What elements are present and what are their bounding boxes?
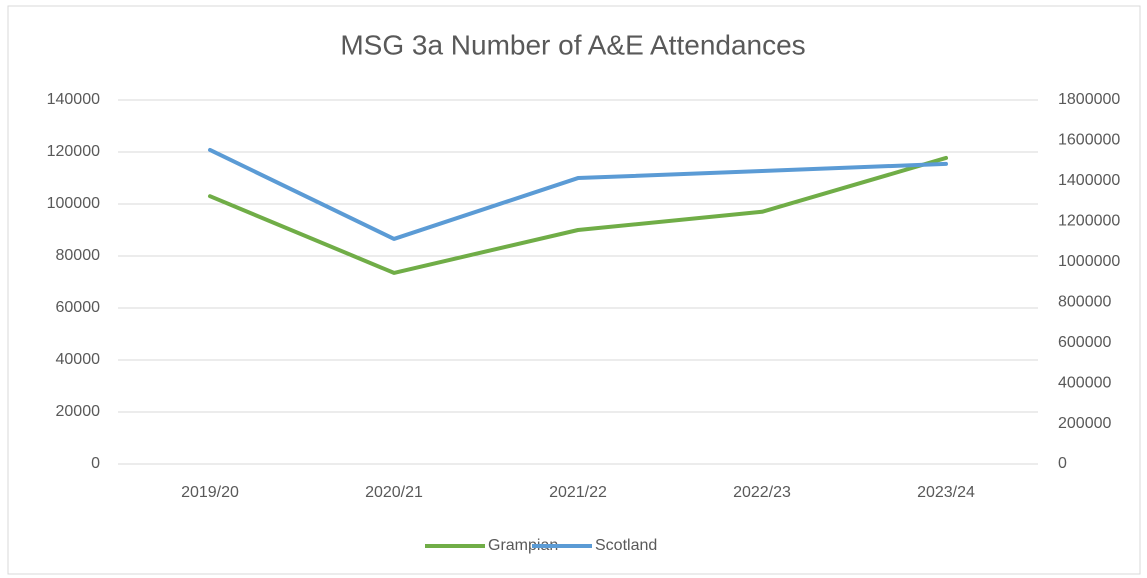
y2-tick-label: 1600000 bbox=[1058, 132, 1120, 149]
y-tick-label: 40000 bbox=[56, 351, 101, 368]
y2-tick-label: 600000 bbox=[1058, 334, 1111, 351]
y2-tick-label: 800000 bbox=[1058, 293, 1111, 310]
legend-label: Grampian bbox=[488, 537, 558, 554]
y2-tick-label: 0 bbox=[1058, 455, 1067, 472]
y2-tick-label: 1800000 bbox=[1058, 91, 1120, 108]
x-tick-label: 2020/21 bbox=[365, 484, 423, 501]
y-tick-label: 100000 bbox=[47, 195, 100, 212]
x-tick-label: 2019/20 bbox=[181, 484, 239, 501]
y2-tick-label: 400000 bbox=[1058, 374, 1111, 391]
y-tick-label: 80000 bbox=[56, 247, 101, 264]
y2-tick-label: 1000000 bbox=[1058, 253, 1120, 270]
y2-tick-label: 1400000 bbox=[1058, 172, 1120, 189]
legend-label: Scotland bbox=[595, 537, 657, 554]
y-tick-label: 20000 bbox=[56, 403, 101, 420]
line-series bbox=[208, 155, 948, 275]
y-tick-label: 120000 bbox=[47, 143, 100, 160]
x-tick-label: 2021/22 bbox=[549, 484, 607, 501]
line-series bbox=[208, 147, 948, 241]
x-tick-label: 2022/23 bbox=[733, 484, 791, 501]
chart-title: MSG 3a Number of A&E Attendances bbox=[340, 29, 805, 60]
y2-tick-label: 1200000 bbox=[1058, 213, 1120, 230]
chart-frame bbox=[7, 5, 1141, 575]
y2-tick-label: 200000 bbox=[1058, 415, 1111, 432]
x-tick-label: 2023/24 bbox=[917, 484, 975, 501]
y-tick-label: 60000 bbox=[56, 299, 101, 316]
y-tick-label: 140000 bbox=[47, 91, 100, 108]
y-tick-label: 0 bbox=[91, 455, 100, 472]
